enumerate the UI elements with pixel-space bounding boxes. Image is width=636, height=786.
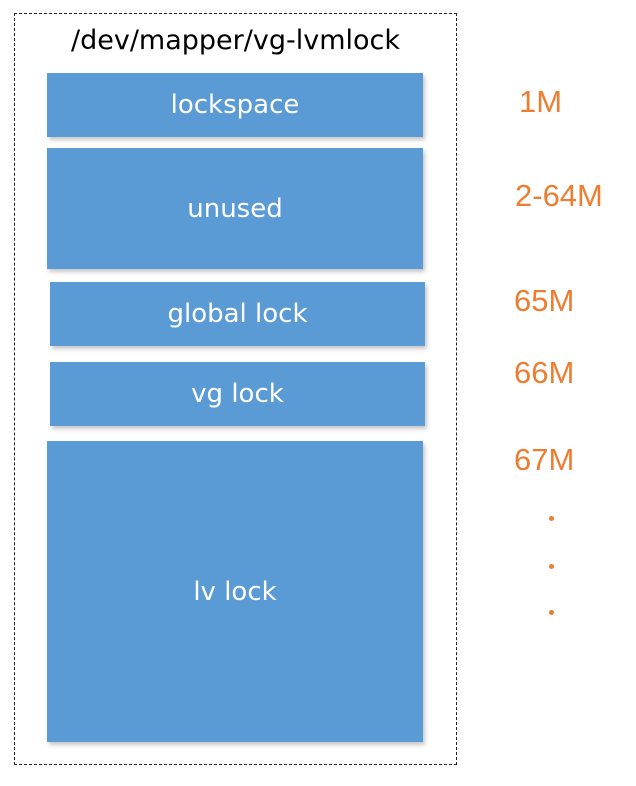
offset-label-lv-lock: 67M	[514, 442, 575, 477]
continuation-dot	[549, 516, 554, 521]
block-lockspace: lockspace	[47, 73, 423, 137]
continuation-dot	[549, 610, 554, 615]
continuation-dot	[549, 564, 554, 569]
offset-label-global-lock: 65M	[514, 283, 575, 318]
offset-label-lockspace: 1M	[519, 84, 563, 119]
block-unused: unused	[47, 148, 423, 269]
block-global-lock: global lock	[50, 282, 425, 346]
offset-label-vg-lock: 66M	[514, 355, 575, 390]
block-lv-lock: lv lock	[47, 441, 423, 742]
block-vg-lock: vg lock	[50, 362, 425, 426]
offset-label-unused: 2-64M	[515, 178, 603, 213]
device-title: /dev/mapper/vg-lvmlock	[71, 25, 400, 56]
device-container	[14, 13, 457, 765]
